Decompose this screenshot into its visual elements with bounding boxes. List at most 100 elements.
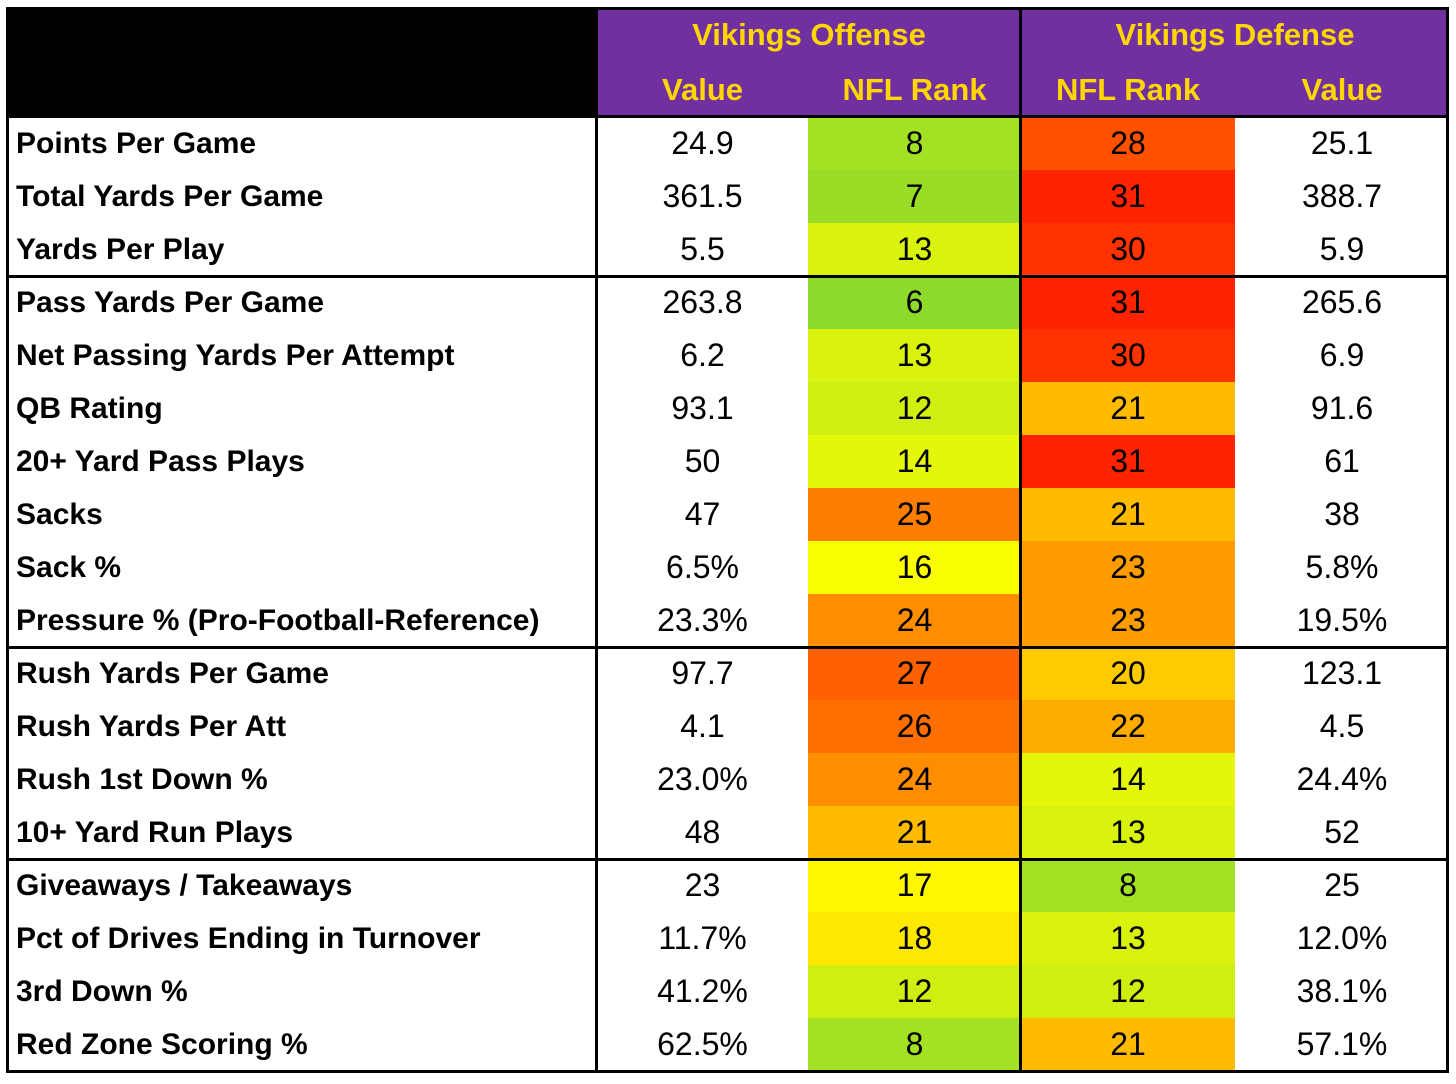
defense-rank: 31: [1021, 435, 1235, 488]
defense-rank: 21: [1021, 1018, 1235, 1071]
offense-rank: 8: [808, 117, 1021, 170]
divider-header: [6, 115, 1449, 118]
defense-rank: 20: [1021, 647, 1235, 700]
defense-rank: 31: [1021, 276, 1235, 329]
offense-rank: 7: [808, 170, 1021, 223]
offense-value: 5.5: [680, 231, 725, 267]
defense-value: 38: [1324, 496, 1360, 532]
defense-value: 6.9: [1319, 337, 1365, 373]
defense-rank: 23: [1021, 541, 1235, 594]
offense-rank: 27: [808, 647, 1021, 700]
defense-value: 25.1: [1310, 125, 1374, 161]
offense-value: 6.2: [680, 337, 725, 373]
offense-value: 23.0%: [657, 761, 748, 797]
defense-rank: 13: [1021, 912, 1235, 965]
section-divider: [6, 858, 1449, 861]
offense-value: 24.9: [671, 125, 734, 161]
offense-rank: 24: [808, 594, 1021, 647]
corner-cell: [6, 7, 597, 117]
defense-value-header: Value: [1235, 63, 1449, 117]
defense-value: 52: [1324, 814, 1360, 850]
defense-value: 38.1%: [1296, 973, 1388, 1009]
defense-value: 388.7: [1301, 178, 1383, 214]
offense-value: 47: [684, 496, 721, 532]
offense-rank: 14: [808, 435, 1021, 488]
row-label: 3rd Down %: [16, 974, 188, 1008]
offense-rank: 13: [808, 223, 1021, 276]
border-left: [6, 7, 9, 1073]
row-label: Points Per Game: [16, 126, 257, 160]
defense-rank: 21: [1021, 488, 1235, 541]
row-label: Pressure % (Pro-Football-Reference): [16, 603, 540, 637]
stats-table: Vikings Offense Vikings Defense Value NF…: [6, 7, 1449, 1073]
row-label: Sack %: [16, 550, 122, 584]
defense-rank: 12: [1021, 965, 1235, 1018]
offense-rank: 6: [808, 276, 1021, 329]
defense-rank: 31: [1021, 170, 1235, 223]
offense-rank: 24: [808, 753, 1021, 806]
offense-value: 4.1: [680, 708, 725, 744]
border-right: [1446, 7, 1449, 1073]
offense-rank: 12: [808, 965, 1021, 1018]
row-label: Red Zone Scoring %: [16, 1027, 308, 1061]
row-label: 20+ Yard Pass Plays: [16, 444, 305, 478]
offense-title: Vikings Offense: [597, 7, 1021, 63]
offense-value: 62.5%: [657, 1026, 748, 1062]
defense-value: 12.0%: [1296, 920, 1388, 956]
offense-rank: 8: [808, 1018, 1021, 1071]
offense-value: 6.5%: [666, 549, 739, 585]
offense-value: 263.8: [662, 284, 743, 320]
defense-rank-header: NFL Rank: [1021, 63, 1235, 117]
offense-value: 23: [684, 867, 721, 903]
row-label: Sacks: [16, 497, 103, 531]
row-label: Pct of Drives Ending in Turnover: [16, 921, 481, 955]
offense-value-header: Value: [597, 63, 808, 117]
defense-value: 265.6: [1301, 284, 1383, 320]
border-bottom: [6, 1070, 1449, 1073]
offense-rank: 26: [808, 700, 1021, 753]
defense-value: 5.9: [1319, 231, 1365, 267]
defense-rank: 22: [1021, 700, 1235, 753]
offense-value: 361.5: [662, 178, 743, 214]
defense-rank: 30: [1021, 329, 1235, 382]
defense-value: 19.5%: [1296, 602, 1388, 638]
offense-rank: 13: [808, 329, 1021, 382]
offense-value: 93.1: [671, 390, 734, 426]
section-divider: [6, 275, 1449, 278]
defense-value: 57.1%: [1296, 1026, 1388, 1062]
offense-rank: 18: [808, 912, 1021, 965]
row-label: Pass Yards Per Game: [16, 285, 324, 319]
row-label: Total Yards Per Game: [16, 179, 324, 213]
defense-rank: 8: [1021, 859, 1235, 912]
divider-label: [595, 7, 598, 1073]
row-label: Yards Per Play: [16, 232, 225, 266]
defense-rank: 13: [1021, 806, 1235, 859]
offense-value: 97.7: [671, 655, 734, 691]
defense-value: 25: [1324, 867, 1360, 903]
defense-value: 123.1: [1301, 655, 1383, 691]
offense-rank: 12: [808, 382, 1021, 435]
offense-rank: 25: [808, 488, 1021, 541]
row-label: Giveaways / Takeaways: [16, 868, 353, 902]
defense-rank: 14: [1021, 753, 1235, 806]
section-divider: [6, 646, 1449, 649]
defense-value: 61: [1324, 443, 1360, 479]
defense-value: 5.8%: [1305, 549, 1379, 585]
offense-rank: 16: [808, 541, 1021, 594]
defense-rank: 21: [1021, 382, 1235, 435]
defense-value: 91.6: [1310, 390, 1374, 426]
offense-value: 50: [684, 443, 721, 479]
row-label: QB Rating: [16, 391, 163, 425]
offense-value: 48: [684, 814, 721, 850]
row-label: Rush Yards Per Game: [16, 656, 329, 690]
border-top: [6, 7, 1449, 10]
defense-title: Vikings Defense: [1021, 7, 1449, 63]
defense-rank: 30: [1021, 223, 1235, 276]
row-label: 10+ Yard Run Plays: [16, 815, 294, 849]
offense-rank-header: NFL Rank: [808, 63, 1021, 117]
offense-value: 41.2%: [657, 973, 748, 1009]
row-label: Rush 1st Down %: [16, 762, 268, 796]
offense-rank: 21: [808, 806, 1021, 859]
defense-value: 4.5: [1319, 708, 1365, 744]
offense-value: 23.3%: [657, 602, 748, 638]
